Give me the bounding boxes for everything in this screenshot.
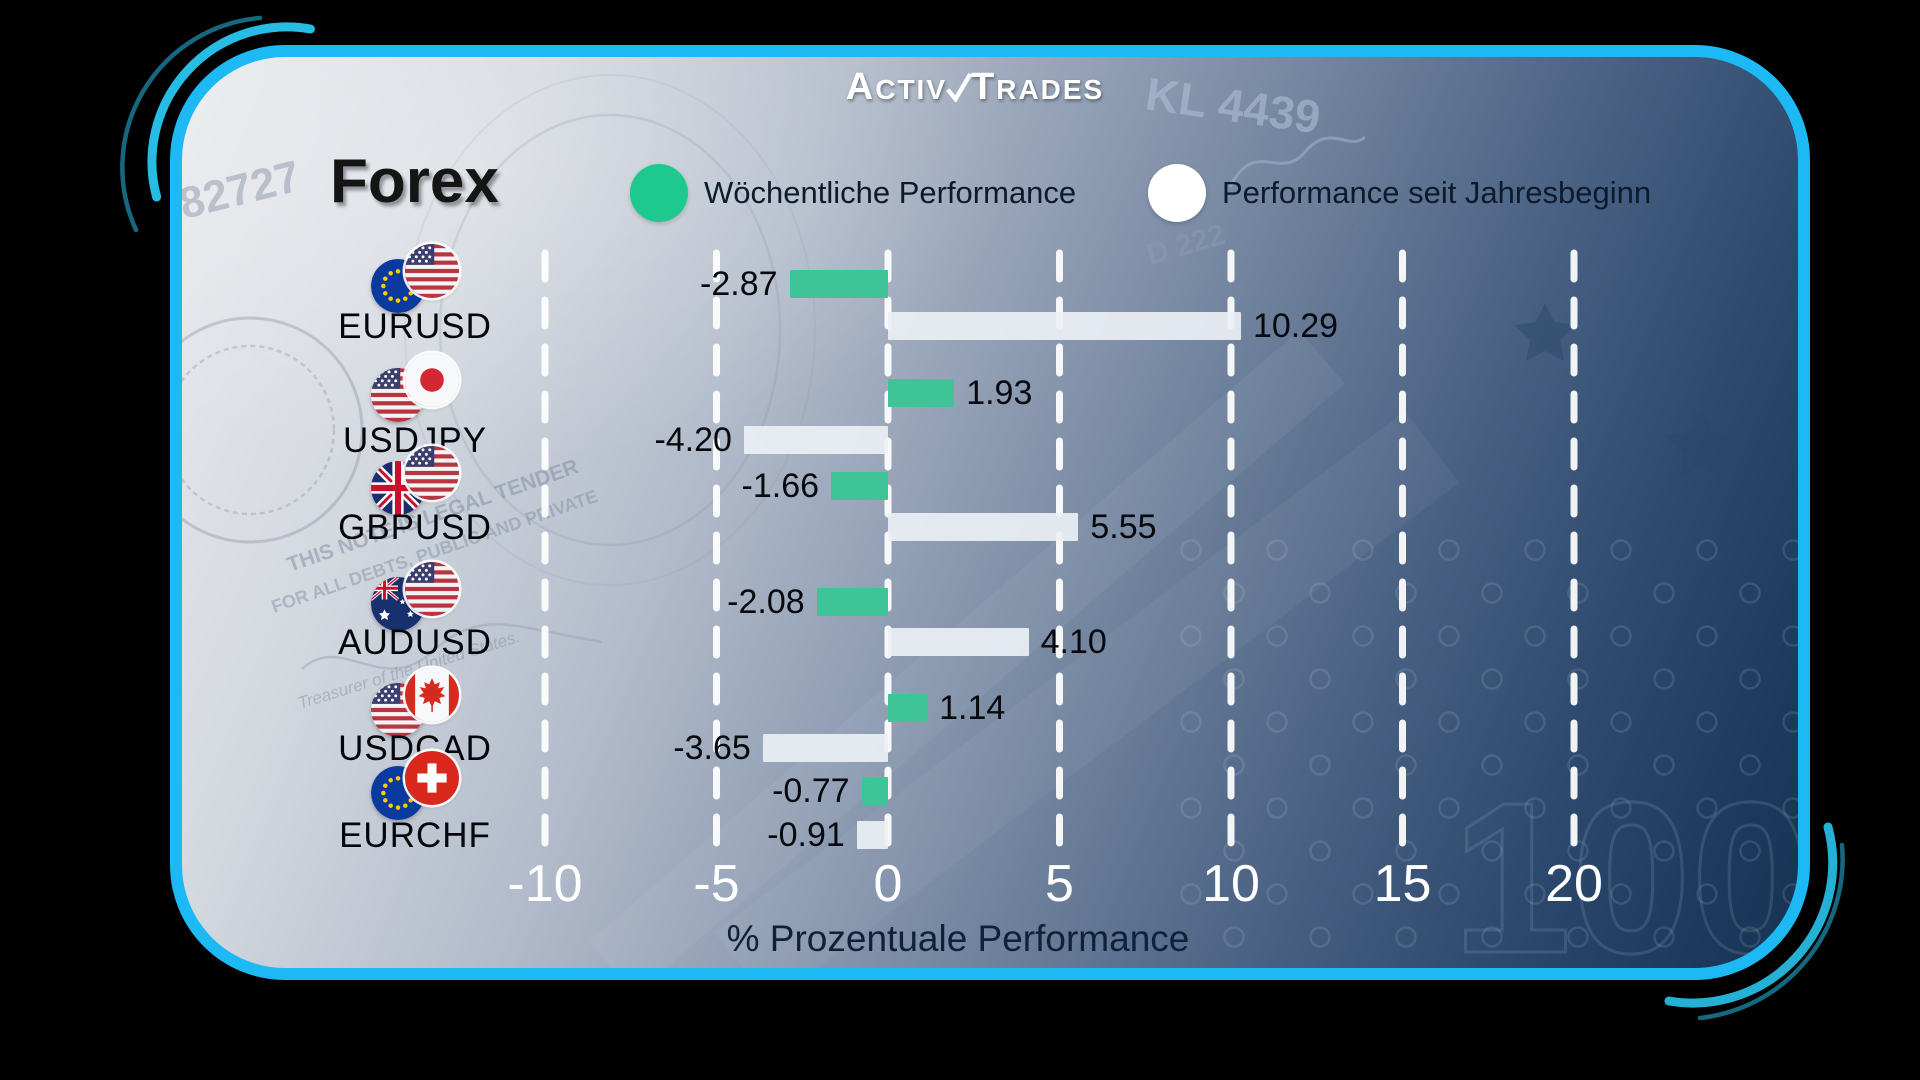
- x-axis-title: % Prozentuale Performance: [726, 918, 1190, 959]
- weekly-legend-dot-icon: [630, 164, 688, 222]
- legend-ytd: Performance seit Jahresbeginn: [1148, 163, 1651, 223]
- page-title: Forex: [330, 147, 499, 216]
- activtrades-logo: ACTIV TRADES: [845, 66, 1105, 108]
- legend-weekly: Wöchentliche Performance: [630, 163, 1076, 223]
- weekly-legend-label: Wöchentliche Performance: [704, 175, 1077, 210]
- svg-text:THIS NOTE IS LEGAL TENDER: THIS NOTE IS LEGAL TENDER: [284, 455, 581, 577]
- svg-text:982727: 982727: [182, 152, 305, 235]
- svg-text:FOR ALL DEBTS, PUBLIC AND PRIV: FOR ALL DEBTS, PUBLIC AND PRIVATE: [269, 486, 600, 617]
- svg-text:D 222: D 222: [1143, 218, 1229, 272]
- logo-text: A: [845, 66, 876, 108]
- logo-check-icon: [946, 72, 973, 103]
- svg-text:Treasurer of the United States: Treasurer of the United States.: [296, 627, 523, 713]
- ytd-legend-dot-icon: [1148, 164, 1206, 222]
- svg-text:100: 100: [1452, 757, 1798, 968]
- ytd-legend-label: Performance seit Jahresbeginn: [1222, 175, 1652, 210]
